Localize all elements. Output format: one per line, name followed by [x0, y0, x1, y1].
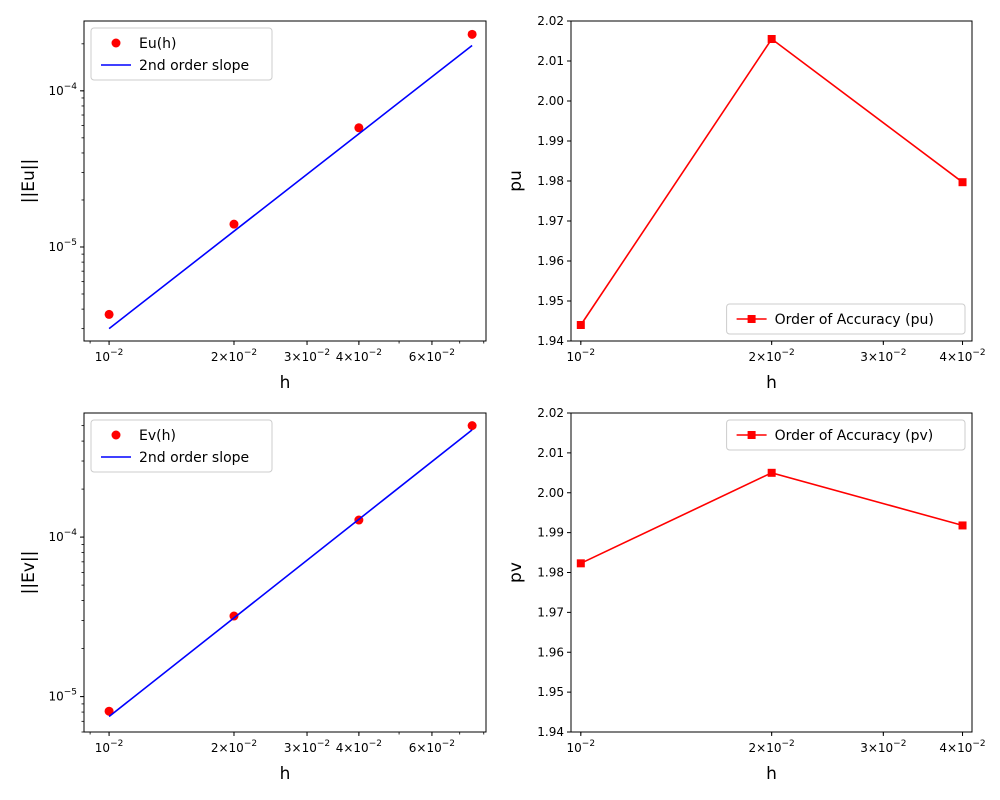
- y-tick-label: 1.94: [537, 334, 564, 348]
- data-point: [354, 123, 364, 133]
- y-tick-label: 1.99: [537, 134, 564, 148]
- y-tick-label: 10−5: [48, 238, 77, 254]
- x-tick-label: 2×10−2: [211, 348, 257, 364]
- legend-box: [726, 419, 966, 451]
- data-point: [467, 421, 477, 431]
- series-line: [108, 44, 473, 330]
- x-tick-label: 10−2: [567, 739, 596, 755]
- series-line: [580, 471, 963, 565]
- legend-label: 2nd order slope: [139, 58, 249, 74]
- y-tick-label: 2.00: [537, 94, 564, 108]
- y-tick-label: 1.94: [537, 725, 564, 739]
- y-tick-label: 2.02: [537, 406, 564, 420]
- series-line: [580, 37, 963, 326]
- x-tick-label: 3×10−2: [284, 348, 330, 364]
- y-tick-label: 1.95: [537, 685, 564, 699]
- y-tick-label: 1.98: [537, 174, 564, 188]
- legend-box: [90, 419, 273, 473]
- x-tick-label: 2×10−2: [749, 739, 795, 755]
- x-tick-label: 4×10−2: [939, 739, 985, 755]
- y-axis-label: pu: [506, 170, 526, 192]
- y-tick-label: 2.01: [537, 446, 564, 460]
- legend-marker: [111, 38, 121, 48]
- y-axis-label: ||Ev||: [19, 551, 39, 595]
- axes-frame: [570, 20, 973, 342]
- x-tick-label: 3×10−2: [284, 739, 330, 755]
- subplot-2: 10−2 2×10−2 3×10−2 4×10−2 1.94 1.95 1.96 1.97 1.…: [506, 14, 986, 393]
- data-point: [104, 309, 114, 319]
- x-tick-label: 6×10−2: [409, 348, 455, 364]
- y-tick-label: 1.99: [537, 526, 564, 540]
- legend-label: Ev(h): [139, 428, 176, 444]
- legend-label: Order of Accuracy (pu): [775, 312, 934, 328]
- x-tick-label: 6×10−2: [409, 739, 455, 755]
- legend-box: [90, 27, 273, 81]
- data-point: [767, 468, 776, 477]
- legend-marker: [747, 431, 756, 439]
- x-tick-label: 4×10−2: [336, 348, 382, 364]
- axes-frame: [83, 20, 487, 342]
- x-tick-label: 10−2: [567, 348, 596, 364]
- x-axis-label: h: [766, 764, 777, 784]
- legend-label: 2nd order slope: [139, 450, 249, 466]
- y-tick-label: 10−5: [48, 688, 77, 704]
- legend: Eu(h) 2nd order slope: [90, 27, 273, 81]
- legend: Order of Accuracy (pv): [726, 419, 966, 451]
- axes-frame: [570, 412, 973, 733]
- x-axis-label: h: [280, 373, 291, 393]
- legend: Ev(h) 2nd order slope: [90, 419, 273, 473]
- y-tick-label: 1.97: [537, 605, 564, 619]
- y-tick-label: 1.97: [537, 214, 564, 228]
- legend-label: Eu(h): [139, 36, 177, 52]
- legend-marker: [747, 315, 756, 323]
- legend: Order of Accuracy (pu): [726, 303, 966, 335]
- x-tick-label: 3×10−2: [860, 739, 906, 755]
- x-axis-label: h: [766, 373, 777, 393]
- y-tick-label: 2.02: [537, 14, 564, 28]
- x-tick-label: 3×10−2: [860, 348, 906, 364]
- subplot-4: 10−2 2×10−2 3×10−2 4×10−2 1.94 1.95 1.96 1.97 1.…: [506, 406, 986, 784]
- data-point: [229, 219, 239, 229]
- series-line: [108, 429, 473, 718]
- x-tick-label: 10−2: [95, 348, 124, 364]
- data-point: [576, 321, 585, 329]
- data-point: [104, 706, 114, 716]
- y-tick-label: 2.00: [537, 486, 564, 500]
- x-tick-label: 4×10−2: [939, 348, 985, 364]
- data-point: [229, 611, 239, 621]
- data-point: [958, 521, 967, 530]
- data-point: [576, 559, 585, 568]
- subplot-1: 10−2 2×10−2 3×10−2 4×10−2 6×10−2 10−5 10−4 h ||E…: [19, 20, 487, 393]
- data-point: [767, 35, 776, 43]
- x-tick-label: 2×10−2: [211, 739, 257, 755]
- x-axis-label: h: [280, 764, 291, 784]
- y-tick-label: 1.98: [537, 566, 564, 580]
- legend-marker: [111, 430, 121, 440]
- x-tick-label: 2×10−2: [749, 348, 795, 364]
- legend-label: Order of Accuracy (pv): [775, 428, 934, 444]
- data-point: [958, 178, 967, 187]
- legend-box: [726, 303, 966, 335]
- y-tick-label: 10−4: [48, 528, 77, 544]
- y-tick-label: 1.96: [537, 645, 564, 659]
- y-tick-label: 1.95: [537, 294, 564, 308]
- data-point: [467, 29, 477, 39]
- subplot-3: 10−2 2×10−2 3×10−2 4×10−2 6×10−2 10−5 10−4 h ||E…: [19, 412, 487, 784]
- x-tick-label: 10−2: [95, 739, 124, 755]
- x-tick-label: 4×10−2: [336, 739, 382, 755]
- y-tick-label: 1.96: [537, 254, 564, 268]
- y-axis-label: ||Eu||: [19, 159, 39, 203]
- y-tick-label: 10−4: [48, 82, 77, 98]
- y-tick-label: 2.01: [537, 54, 564, 68]
- y-axis-label: pv: [506, 562, 526, 583]
